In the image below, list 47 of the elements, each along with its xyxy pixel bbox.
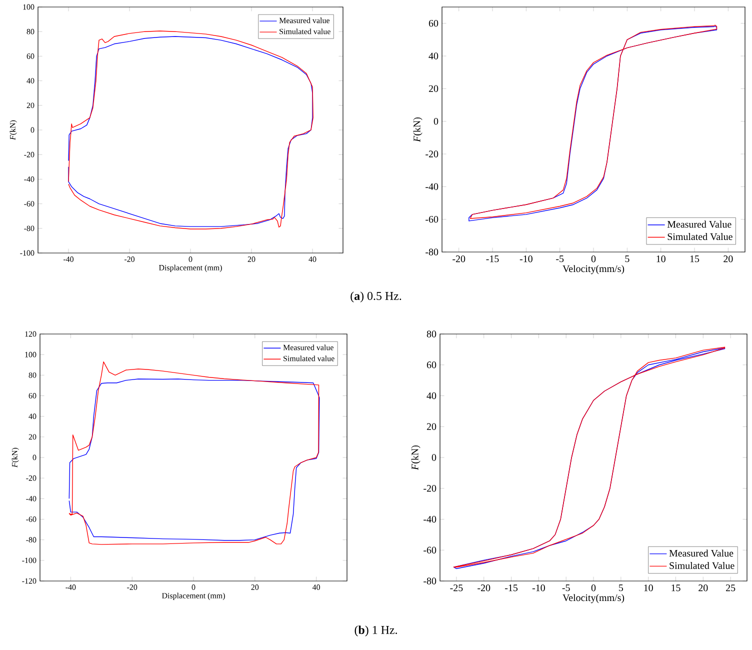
y-tick-label: -60 — [424, 546, 436, 554]
y-tick-label: -80 — [424, 578, 436, 584]
x-tick-label: 15 — [672, 584, 680, 592]
legend-label: Simulated Value — [668, 233, 732, 240]
x-tick-label: -20 — [452, 256, 466, 262]
legend-label: Measured Value — [667, 220, 732, 228]
y-tick-label: 0 — [434, 118, 438, 125]
y-tick-label: 20 — [428, 85, 438, 92]
x-tick-label: 5 — [625, 256, 630, 262]
x-tick-label: -15 — [505, 584, 518, 592]
y-tick-label: 80 — [426, 330, 436, 338]
y-tick-label: 20 — [426, 423, 436, 430]
y-axis-title: F(kN) — [411, 445, 420, 470]
x-tick-label: 20 — [698, 584, 708, 592]
x-tick-label: 15 — [690, 256, 700, 262]
y-tick-label: -40 — [426, 183, 438, 190]
x-tick-label: -25 — [450, 584, 463, 592]
text: (b) 1 Hz. — [354, 626, 397, 636]
y-tick-label: -40 — [424, 516, 436, 523]
y-tick-label: 40 — [426, 392, 436, 400]
x-tick-label: -20 — [478, 584, 490, 592]
x-tick-label: 25 — [726, 584, 736, 592]
x-tick-label: -15 — [486, 256, 499, 262]
legend-label: Measured Value — [669, 550, 734, 557]
x-axis-title: Velocity(mm/s) — [562, 594, 624, 604]
y-axis-title: F(kN) — [413, 117, 422, 142]
x-tick-label: 5 — [619, 584, 624, 592]
x-axis-title: Velocity(mm/s) — [562, 265, 624, 274]
x-tick-label: 10 — [656, 256, 666, 262]
y-tick-label: -20 — [426, 150, 438, 158]
x-tick-label: -10 — [532, 584, 545, 592]
x-tick-label: 10 — [644, 584, 653, 592]
legend-label: Simulated Value — [670, 562, 734, 570]
y-tick-label: -20 — [424, 485, 436, 492]
y-tick-label: 0 — [432, 454, 436, 461]
y-tick-label: 60 — [428, 20, 438, 27]
y-tick-label: -60 — [426, 216, 438, 223]
x-tick-label: -5 — [562, 584, 570, 592]
y-tick-label: -80 — [426, 248, 438, 256]
y-tick-label: 40 — [428, 52, 438, 60]
x-tick-label: -10 — [520, 256, 532, 262]
x-tick-label: 0 — [591, 584, 596, 592]
x-tick-label: 0 — [591, 256, 596, 262]
y-tick-label: 60 — [426, 362, 436, 368]
x-tick-label: -5 — [556, 256, 564, 262]
x-tick-label: 20 — [724, 256, 733, 262]
text: (a) 0.5 Hz. — [350, 292, 402, 302]
